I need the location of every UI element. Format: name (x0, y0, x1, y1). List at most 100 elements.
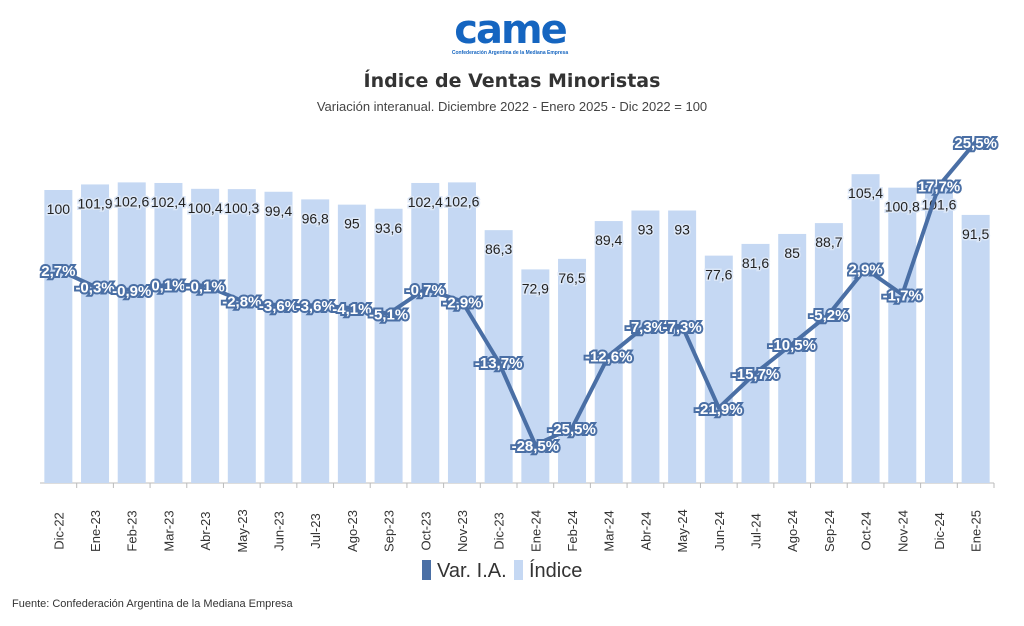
line-label: 2,7% (41, 263, 75, 280)
line-label: -13,7% (475, 355, 523, 372)
x-tick-label: Jul-24 (749, 513, 764, 548)
line-label: -3,6% (296, 298, 335, 315)
bar-label: 95 (344, 216, 360, 232)
bar-label: 81,6 (742, 255, 769, 271)
bar-label: 102,4 (408, 194, 443, 210)
x-tick-label: Ene-23 (88, 510, 103, 552)
var-ia-line (57, 140, 978, 447)
line-label: -5,2% (809, 307, 848, 324)
line-label: -4,1% (332, 301, 371, 318)
legend-swatch-indice (514, 560, 523, 580)
line-label: -5,1% (369, 307, 408, 324)
bar-Ago-23 (337, 204, 366, 483)
x-tick-label: Dic-23 (492, 512, 507, 550)
line-label: 25,5% (954, 135, 997, 152)
line-label: -21,9% (695, 401, 743, 418)
bar-label: 72,9 (522, 280, 549, 296)
bar-Feb-24 (558, 258, 587, 483)
x-tick-label: Abr-24 (638, 511, 653, 550)
bar-label: 101,6 (921, 196, 956, 212)
x-tick-label: Oct-24 (859, 511, 874, 550)
line-label: 0,1% (151, 277, 185, 294)
bar-Abr-24 (631, 210, 660, 483)
x-tick-label: Jul-23 (308, 513, 323, 548)
bar-Jul-23 (301, 199, 330, 483)
bar-Dic-23 (484, 230, 513, 483)
x-tick-label: Ene-25 (969, 510, 984, 552)
x-tick-label: Jun-23 (272, 511, 287, 551)
source-note: Fuente: Confederación Argentina de la Me… (12, 598, 293, 610)
bar-label: 102,6 (444, 193, 479, 209)
x-tick-label: May-24 (675, 509, 690, 552)
line-label: -15,7% (732, 366, 780, 383)
bar-label: 89,4 (595, 232, 622, 248)
bar-label: 91,5 (962, 226, 989, 242)
bar-label: 77,6 (705, 267, 732, 283)
bar-Mar-23 (154, 182, 183, 483)
bar-Nov-23 (447, 182, 476, 483)
x-tick-label: Nov-24 (895, 510, 910, 552)
bar-Ene-24 (521, 269, 550, 483)
bar-label: 93,6 (375, 220, 402, 236)
x-tick-label: Abr-23 (198, 511, 213, 550)
bar-Jun-23 (264, 191, 293, 483)
legend-label-var: Var. I.A. (437, 560, 507, 582)
bar-label: 100 (47, 201, 71, 217)
line-label: -3,6% (259, 298, 298, 315)
bar-label: 86,3 (485, 241, 512, 257)
bar-label: 102,6 (114, 193, 149, 209)
bar-Ago-24 (778, 233, 807, 483)
x-tick-label: Sep-23 (382, 510, 397, 552)
bar-Ene-25 (961, 214, 990, 483)
x-tick-label: May-23 (235, 509, 250, 552)
x-tick-label: Mar-24 (602, 510, 617, 551)
x-tick-label: Feb-24 (565, 510, 580, 551)
bar-label: 88,7 (815, 234, 842, 250)
line-label: -7,3% (626, 319, 665, 336)
legend: Var. I.A. Índice (422, 559, 582, 582)
line-label: -28,5% (512, 438, 560, 455)
x-tick-label: Dic-24 (932, 512, 947, 550)
chart-subtitle: Variación interanual. Diciembre 2022 - E… (316, 99, 708, 114)
came-logo: came Confederación Argentina de la Media… (440, 10, 580, 56)
bar-Dic-24 (924, 185, 953, 483)
line-label: -1,7% (883, 288, 922, 305)
bar-Sep-24 (814, 223, 843, 483)
bar-label: 99,4 (265, 203, 292, 219)
line-label: -2,9% (442, 294, 481, 311)
line-label: -0,9% (112, 283, 151, 300)
x-tick-label: Sep-24 (822, 510, 837, 552)
bar-Abr-23 (191, 188, 220, 483)
bar-Oct-24 (851, 174, 880, 484)
x-tick-label: Feb-23 (125, 510, 140, 551)
line-label: -10,5% (768, 337, 816, 354)
x-tick-label: Ene-24 (528, 510, 543, 552)
bar-label: 105,4 (848, 185, 883, 201)
x-tick-label: Ago-24 (785, 510, 800, 552)
bar-May-23 (227, 189, 256, 483)
bar-label: 100,8 (885, 199, 920, 215)
x-tick-label: Nov-23 (455, 510, 470, 552)
line-label: 17,7% (918, 179, 961, 196)
line-label: -0,1% (186, 279, 225, 296)
bar-label: 101,9 (78, 195, 113, 211)
bar-label: 93 (638, 222, 654, 238)
line-label: 2,9% (848, 262, 882, 279)
bar-label: 102,4 (151, 194, 186, 210)
bar-Dic-22 (44, 190, 73, 483)
x-tick-label: Ago-23 (345, 510, 360, 552)
x-tick-label: Dic-22 (51, 512, 66, 550)
bar-Jun-24 (704, 255, 733, 483)
logo-mark: came (454, 7, 568, 53)
bar-label: 96,8 (302, 210, 329, 226)
bar-Nov-24 (888, 187, 917, 483)
bar-label: 100,3 (224, 200, 259, 216)
line-label: -12,6% (585, 349, 633, 366)
bar-Sep-23 (374, 208, 403, 483)
bar-label: 85 (784, 245, 800, 261)
bar-label: 76,5 (558, 270, 585, 286)
bar-Mar-24 (594, 221, 623, 484)
bar-Oct-23 (411, 182, 440, 483)
